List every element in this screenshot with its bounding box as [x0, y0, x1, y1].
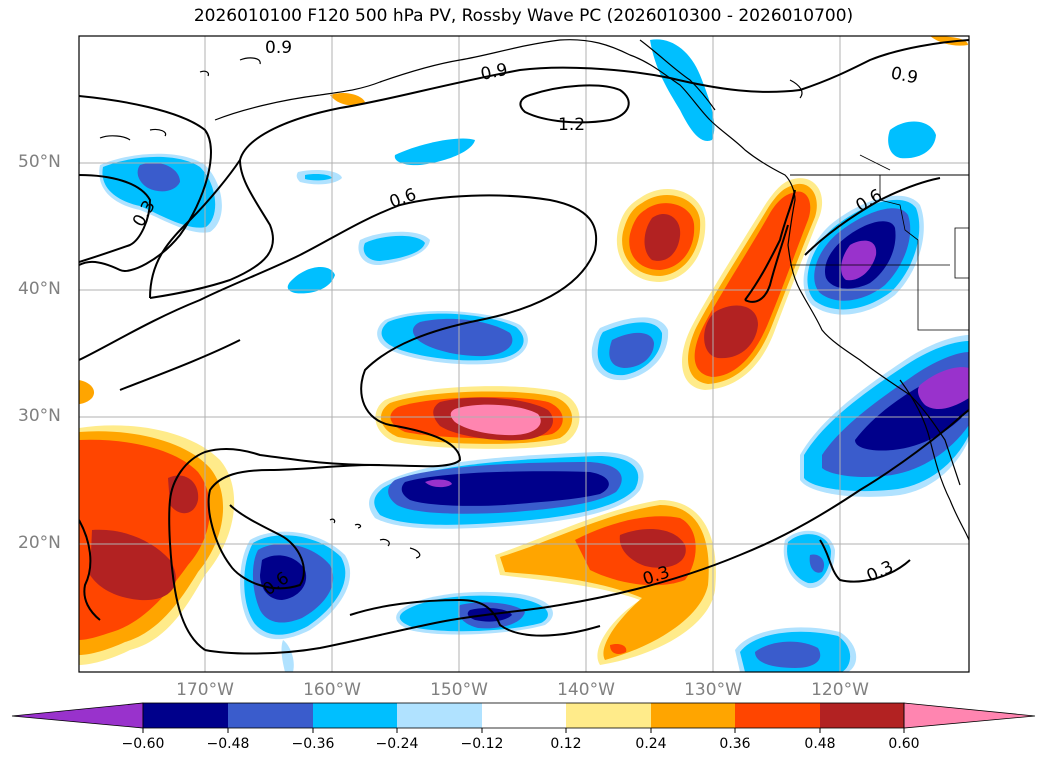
- colorbar-tick-label: −0.60: [121, 736, 165, 752]
- map-title: 2026010100 F120 500 hPa PV, Rossby Wave …: [193, 6, 854, 26]
- colorbar-tick-label: −0.12: [460, 736, 504, 752]
- contour-label: 0.9: [265, 38, 292, 58]
- negative-anomaly-east: [735, 195, 969, 672]
- longitude-label-130w: 130°W: [684, 680, 742, 700]
- pv-contours: [79, 39, 969, 655]
- colorbar-bin: [143, 703, 228, 728]
- longitude-label-150w: 150°W: [430, 680, 488, 700]
- colorbar-lower-extend: [11, 702, 144, 729]
- map-plot-area: [79, 36, 969, 672]
- latitude-label-50n: 50°N: [18, 152, 61, 172]
- longitude-label-170w: 170°W: [176, 680, 234, 700]
- colorbar-bin: [651, 703, 735, 728]
- colorbar: [11, 702, 1036, 733]
- longitude-label-160w: 160°W: [303, 680, 361, 700]
- colorbar-bin: [566, 703, 651, 728]
- longitude-label-120w: 120°W: [811, 680, 869, 700]
- graticule: [79, 36, 969, 672]
- colorbar-bin: [735, 703, 820, 728]
- colorbar-tick-label: 0.60: [888, 736, 920, 752]
- contour-label: 1.2: [558, 115, 585, 135]
- latitude-label-40n: 40°N: [18, 279, 61, 299]
- positive-anomaly-central: [375, 386, 580, 449]
- colorbar-tick-label: 0.48: [804, 736, 836, 752]
- latitude-label-20n: 20°N: [18, 533, 61, 553]
- colorbar-tick-label: 0.12: [550, 736, 582, 752]
- longitude-label-140w: 140°W: [557, 680, 615, 700]
- negative-anomaly-central: [99, 36, 968, 672]
- colorbar-bin: [482, 703, 566, 728]
- colorbar-tick-label: 0.24: [635, 736, 667, 752]
- positive-anomaly-west: [79, 380, 235, 665]
- latitude-label-30n: 30°N: [18, 406, 61, 426]
- colorbar-tick-label: −0.48: [206, 736, 250, 752]
- colorbar-tick-label: −0.24: [375, 736, 419, 752]
- coastlines: [99, 39, 969, 559]
- colorbar-bin: [313, 703, 397, 728]
- map-frame: [78, 35, 970, 673]
- colorbar-upper-extend: [903, 702, 1036, 729]
- colorbar-tick-label: −0.36: [291, 736, 335, 752]
- colorbar-bin: [397, 703, 482, 728]
- colorbar-bin: [820, 703, 904, 728]
- colorbar-bin: [228, 703, 313, 728]
- colorbar-tick-label: 0.36: [719, 736, 751, 752]
